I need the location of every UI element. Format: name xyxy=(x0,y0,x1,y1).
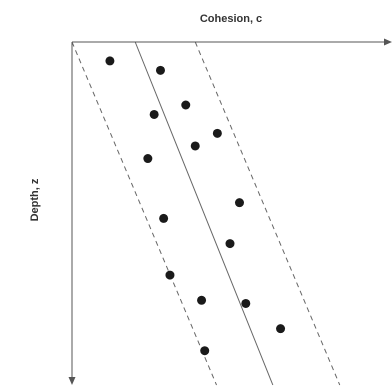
data-point xyxy=(165,270,175,280)
data-point xyxy=(200,346,210,356)
data-point xyxy=(155,65,165,75)
upper-bound-line xyxy=(194,41,341,386)
data-point xyxy=(234,198,244,208)
data-point xyxy=(105,56,115,66)
data-point xyxy=(276,324,286,334)
data-point xyxy=(197,295,207,305)
lower-bound-line xyxy=(71,41,217,386)
data-point xyxy=(181,100,191,110)
data-point xyxy=(190,141,200,151)
data-points xyxy=(105,56,286,356)
y-axis-title: Depth, z xyxy=(29,178,41,221)
data-point xyxy=(212,128,222,138)
y-axis-arrowhead xyxy=(68,377,76,385)
data-point xyxy=(149,109,159,119)
data-point xyxy=(225,239,235,249)
data-point xyxy=(159,213,169,223)
x-axis-title: Cohesion, c xyxy=(200,13,262,25)
trend-lines xyxy=(71,41,341,386)
data-point xyxy=(143,154,153,164)
x-axis-arrowhead xyxy=(384,38,392,46)
data-point xyxy=(241,298,251,308)
mean-line xyxy=(134,41,274,386)
